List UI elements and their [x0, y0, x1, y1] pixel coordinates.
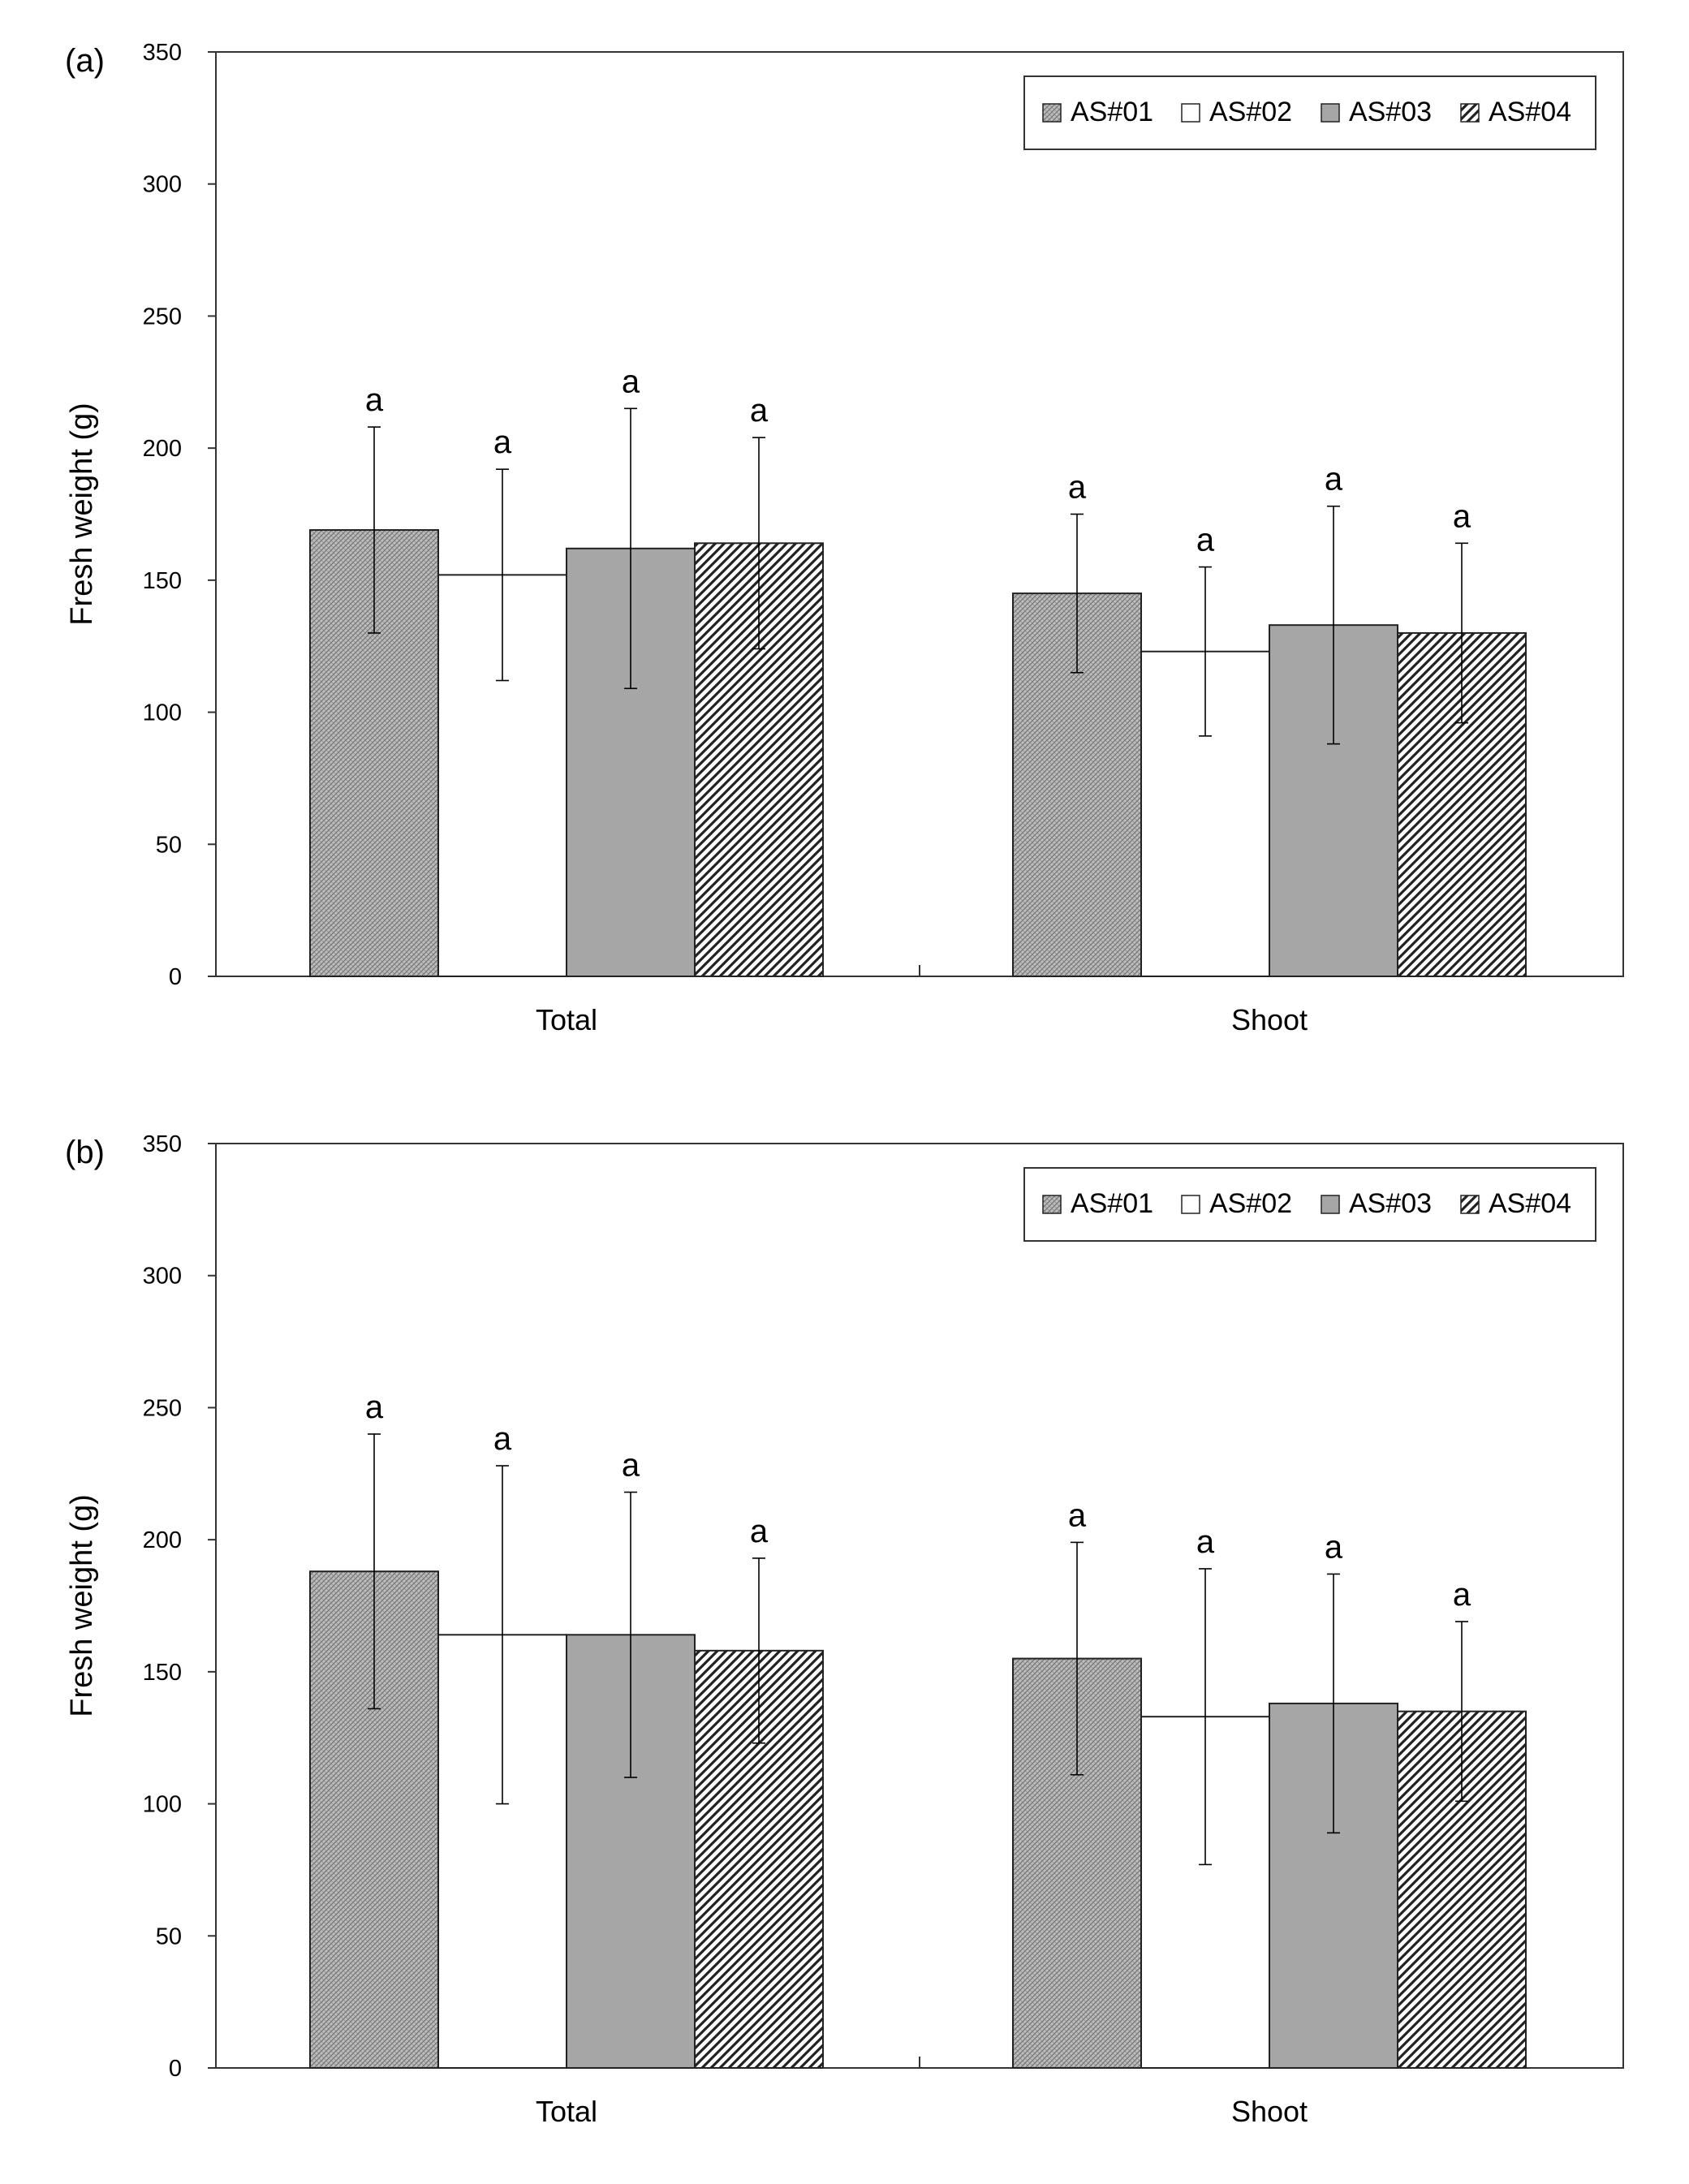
- legend-swatch-AS03: [1321, 103, 1340, 123]
- y-tick-label: 250: [143, 1395, 182, 1421]
- legend-label-AS03: AS#03: [1349, 1188, 1432, 1219]
- y-tick-label: 200: [143, 436, 182, 462]
- legend-swatch-AS01: [1042, 103, 1062, 123]
- y-tick-label: 300: [143, 172, 182, 198]
- significance-letter: a: [1196, 1524, 1215, 1560]
- y-tick-label: 100: [143, 700, 182, 726]
- significance-letter: a: [1068, 1497, 1087, 1533]
- y-tick-label: 150: [143, 1660, 182, 1686]
- y-tick-label: 350: [143, 40, 182, 66]
- y-axis-label: Fresh weight (g): [65, 1494, 99, 1717]
- chart-b-svg: 0 50 100 150 200 250 300 350 Fresh weight (g) (b)…: [65, 1131, 1624, 2128]
- y-tick-label: 50: [156, 832, 182, 858]
- significance-letter: a: [622, 364, 640, 399]
- significance-letter: a: [493, 424, 512, 460]
- y-axis-label: Fresh weight (g): [65, 403, 99, 626]
- y-tick-label: 50: [156, 1923, 182, 1949]
- significance-letter: a: [365, 382, 384, 418]
- x-category-label: Shoot: [1231, 2095, 1308, 2128]
- chart-a-svg: 0 50 100 150 200 250 300 350 Fresh weight (g) (a)…: [65, 40, 1624, 1036]
- significance-letter: a: [750, 393, 769, 429]
- x-category-label: Shoot: [1231, 1003, 1308, 1036]
- significance-letter: a: [1325, 462, 1343, 498]
- significance-letter: a: [1453, 1577, 1471, 1613]
- significance-letter: a: [493, 1421, 512, 1457]
- legend-swatch-AS01: [1042, 1195, 1062, 1214]
- legend-swatch-AS02: [1181, 103, 1200, 123]
- legend-box: [1023, 75, 1596, 150]
- legend-label-AS01: AS#01: [1071, 1188, 1153, 1219]
- chart-panel-b: 0 50 100 150 200 250 300 350 Fresh weight (g) (b)…: [0, 1092, 1689, 2183]
- y-tick-label: 0: [169, 964, 182, 990]
- y-tick-label: 250: [143, 304, 182, 330]
- significance-letter: a: [1196, 523, 1215, 558]
- legend-label-AS02: AS#02: [1209, 97, 1292, 127]
- legend-swatch-AS04: [1460, 1195, 1480, 1214]
- y-tick-label: 0: [169, 2056, 182, 2082]
- legend-label-AS01: AS#01: [1071, 97, 1153, 127]
- panel-label: (a): [65, 43, 105, 79]
- significance-letter: a: [1453, 498, 1471, 534]
- significance-letter: a: [1325, 1529, 1343, 1565]
- legend-label-AS02: AS#02: [1209, 1188, 1292, 1219]
- legend-swatch-AS03: [1321, 1195, 1340, 1214]
- y-tick-label: 150: [143, 568, 182, 594]
- y-tick-label: 350: [143, 1131, 182, 1157]
- x-category-label: Total: [536, 1003, 597, 1036]
- panel-label: (b): [65, 1135, 105, 1170]
- y-tick-label: 300: [143, 1264, 182, 1290]
- legend-swatch-AS04: [1460, 103, 1480, 123]
- chart-panel-a: 0 50 100 150 200 250 300 350 Fresh weight (g) (a)…: [65, 40, 1624, 1036]
- y-tick-label: 200: [143, 1527, 182, 1553]
- significance-letter: a: [750, 1514, 769, 1549]
- legend-box: [1023, 1167, 1596, 1242]
- significance-letter: a: [622, 1448, 640, 1484]
- legend-swatch-AS02: [1181, 1195, 1200, 1214]
- significance-letter: a: [365, 1389, 384, 1425]
- legend-label-AS04: AS#04: [1489, 1188, 1571, 1219]
- legend-label-AS03: AS#03: [1349, 97, 1432, 127]
- x-category-label: Total: [536, 2095, 597, 2128]
- y-tick-label: 100: [143, 1792, 182, 1818]
- significance-letter: a: [1068, 470, 1087, 506]
- legend-label-AS04: AS#04: [1489, 97, 1571, 127]
